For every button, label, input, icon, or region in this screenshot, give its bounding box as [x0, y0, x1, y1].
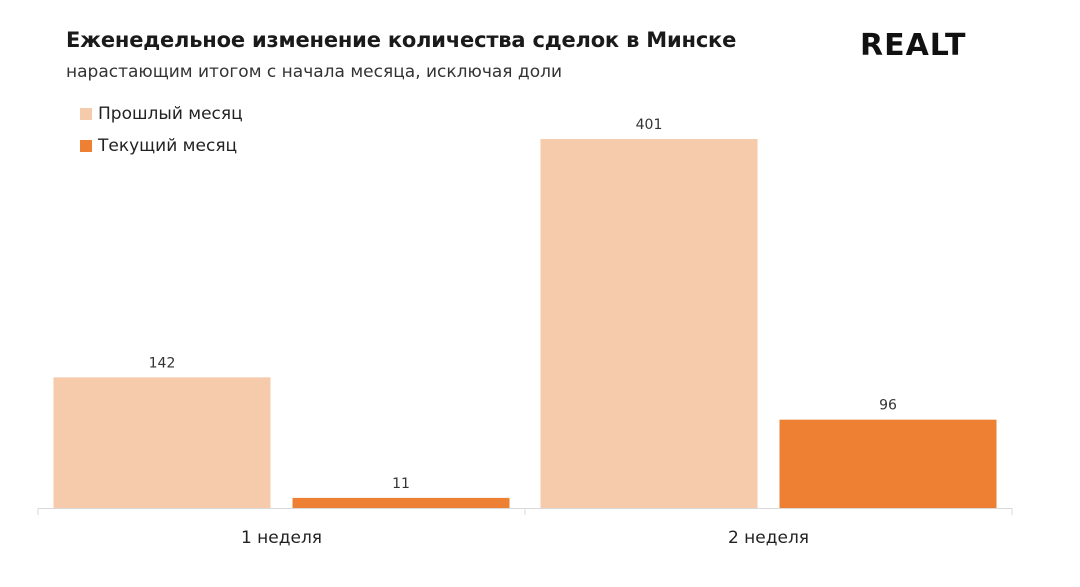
x-tick-label-week-1: 1 неделя	[241, 528, 322, 548]
legend-swatch-previous-month	[80, 108, 92, 120]
chart-title: Еженедельное изменение количества сделок…	[66, 28, 737, 52]
legend-swatch-current-month	[80, 140, 92, 152]
data-label-current-month-week-2: 96	[879, 398, 897, 414]
x-tick-label-week-2: 2 неделя	[728, 528, 809, 548]
bar-current-month-week-1	[292, 497, 510, 508]
data-label-previous-month-week-1: 142	[149, 355, 176, 371]
bar-previous-month-week-2	[540, 139, 758, 508]
data-label-previous-month-week-2: 401	[636, 117, 663, 133]
legend-label-previous-month: Прошлый месяц	[98, 104, 243, 124]
bar-current-month-week-2	[779, 419, 997, 508]
chart-legend: Прошлый месяц Текущий месяц	[80, 98, 243, 162]
realt-logo: REALT	[860, 28, 967, 63]
legend-item-previous-month: Прошлый месяц	[80, 98, 243, 130]
data-label-current-month-week-1: 11	[392, 476, 410, 492]
bar-previous-month-week-1	[53, 377, 271, 508]
chart-subtitle: нарастающим итогом с начала месяца, искл…	[66, 62, 563, 82]
legend-item-current-month: Текущий месяц	[80, 130, 243, 162]
legend-label-current-month: Текущий месяц	[98, 136, 238, 156]
